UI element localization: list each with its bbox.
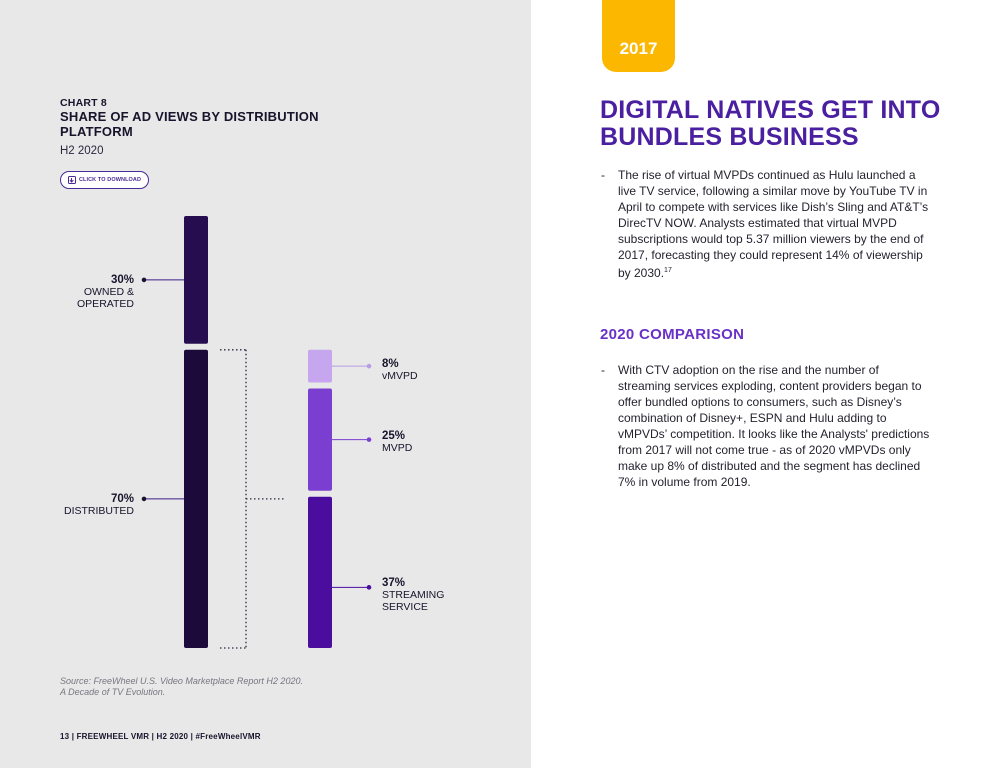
source-line: Source: FreeWheel U.S. Video Marketplace… [60, 676, 303, 686]
label-pct: 8% [382, 358, 399, 370]
bar-segment [308, 496, 332, 648]
bullet-body: The rise of virtual MVPDs continued as H… [618, 168, 929, 280]
label-name: OPERATED [77, 298, 134, 310]
chart-panel: CHART 8 SHARE OF AD VIEWS BY DISTRIBUTIO… [0, 0, 531, 768]
label-name: OWNED & [83, 286, 134, 298]
bullet-dash: - [601, 168, 605, 182]
bar-segment [308, 388, 332, 491]
label-mvpd: 25% MVPD [382, 430, 472, 454]
callout-dot [366, 585, 372, 590]
bullet-2020: - With CTV adoption on the rise and the … [601, 362, 931, 490]
bullet-text: With CTV adoption on the rise and the nu… [618, 363, 930, 489]
footnote-ref: 17 [664, 267, 672, 274]
download-icon [67, 176, 76, 184]
chart-subtitle: H2 2020 [60, 145, 104, 157]
label-owned-operated: 30% OWNED & OPERATED [60, 274, 134, 310]
label-name: MVPD [382, 442, 413, 454]
bar-segment [184, 349, 208, 648]
bullet-2017: - The rise of virtual MVPDs continued as… [601, 167, 931, 281]
label-pct: 25% [382, 430, 406, 442]
label-pct: 30% [110, 274, 134, 286]
bullet-text: The rise of virtual MVPDs continued as H… [618, 167, 931, 281]
download-label: CLICK TO DOWNLOAD [78, 177, 142, 183]
callout-dot [141, 496, 147, 502]
section-title: 2020 COMPARISON [600, 326, 745, 343]
callout-dot [366, 437, 372, 442]
label-pct: 37% [382, 577, 406, 589]
source-line: A Decade of TV Evolution. [60, 687, 166, 697]
label-streaming-service: 37% STREAMING SERVICE [382, 577, 472, 613]
bar-segment [184, 216, 208, 344]
label-pct: 70% [110, 493, 134, 505]
label-distributed: 70% DISTRIBUTED [55, 493, 134, 517]
label-name: SERVICE [382, 601, 428, 613]
stacked-bar-chart [141, 216, 372, 649]
page-footer: 13 | FREEWHEEL VMR | H2 2020 | #FreeWhee… [60, 732, 261, 741]
year-tab: 2017 [602, 0, 675, 72]
bullet-dash: - [601, 363, 605, 377]
article-title: DIGITAL NATIVES GET INTO BUNDLES BUSINES… [600, 96, 941, 151]
label-name: STREAMING [382, 589, 445, 601]
chart-title: SHARE OF AD VIEWS BY DISTRIBUTION PLATFO… [60, 109, 319, 139]
label-vmvpd: 8% vMVPD [382, 358, 472, 382]
callout-dot [366, 363, 372, 369]
download-button[interactable]: CLICK TO DOWNLOAD [60, 171, 149, 189]
article-panel: 2017 DIGITAL NATIVES GET INTO BUNDLES BU… [531, 0, 984, 768]
label-name: DISTRIBUTED [63, 505, 134, 517]
year-label: 2017 [619, 39, 658, 58]
label-name: vMVPD [382, 370, 418, 382]
bar-segment [308, 349, 332, 383]
callout-dot [141, 277, 147, 283]
source-note: Source: FreeWheel U.S. Video Marketplace… [60, 676, 360, 698]
chart-kicker: CHART 8 [60, 97, 107, 109]
